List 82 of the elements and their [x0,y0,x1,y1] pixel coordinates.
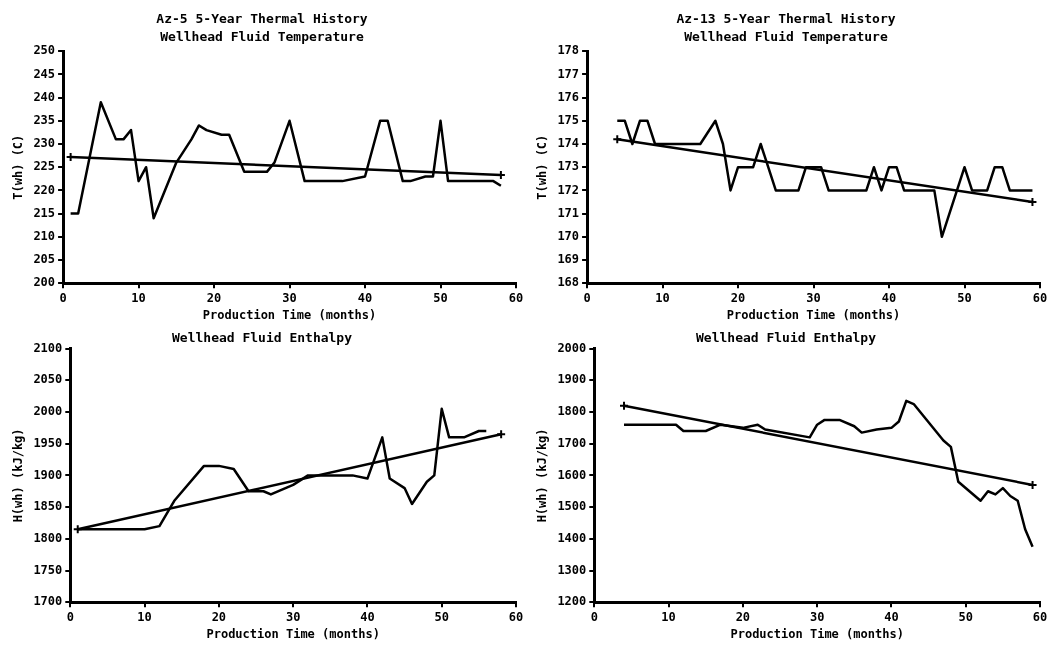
x-tick-label: 60 [508,609,524,624]
y-tick-label: 168 [557,275,580,290]
y-tick-label: 1500 [557,499,587,514]
y-tick-label: 1900 [557,372,587,387]
y-tick-label: 177 [557,66,580,81]
x-tick-label: 10 [661,609,676,624]
y-tick-label: 1700 [33,594,63,609]
y-tick-label: 1600 [557,467,587,482]
chart-title: Wellhead Fluid Enthalpy [171,330,353,346]
y-tick-label: 215 [33,205,56,220]
y-tick-label: 178 [557,43,580,58]
y-tick-label: 2050 [33,372,63,387]
y-tick-label: 1900 [33,467,63,482]
x-tick-label: 0 [583,290,591,305]
chart-title: Az-5 5-Year Thermal History [156,11,368,27]
x-tick-label: 40 [357,290,373,305]
y-tick-label: 220 [33,182,56,197]
y-tick-label: 200 [33,275,56,290]
y-tick-label: 240 [33,89,56,104]
x-tick-label: 0 [59,290,67,305]
y-tick-label: 174 [557,136,580,151]
y-tick-label: 173 [557,159,580,174]
y-tick-label: 169 [557,252,580,267]
x-tick-label: 30 [809,609,825,624]
y-tick-label: 245 [33,66,56,81]
x-tick-label: 30 [806,290,821,305]
y-tick-label: 1750 [33,562,63,577]
x-tick-label: 50 [433,290,448,305]
y-axis-title: T(wh) (C) [11,134,26,200]
y-tick-label: 1700 [557,435,587,450]
x-tick-label: 60 [1032,609,1048,624]
x-tick-label: 40 [360,609,375,624]
chart-title: Az-13 5-Year Thermal History [676,11,896,27]
x-axis-title: Production Time (months) [202,307,377,322]
x-tick-label: 50 [958,609,973,624]
y-tick-label: 1850 [33,499,63,514]
y-tick-label: 170 [557,228,580,243]
y-tick-label: 2000 [557,340,587,355]
y-tick-label: 210 [33,228,56,243]
x-tick-label: 10 [131,290,146,305]
y-tick-label: 1800 [33,530,63,545]
x-tick-label: 30 [282,290,297,305]
y-axis-title: H(wh) (kJ/kg) [11,428,26,523]
chart-subtitle: Wellhead Fluid Temperature [684,28,888,44]
y-tick-label: 176 [557,89,580,104]
y-tick-label: 171 [557,205,580,220]
x-tick-label: 30 [285,609,301,624]
x-tick-label: 20 [730,290,746,305]
y-tick-label: 1800 [557,404,587,419]
y-tick-label: 1400 [557,530,587,545]
y-tick-label: 1950 [33,435,63,450]
x-tick-label: 40 [881,290,897,305]
x-tick-label: 20 [211,609,227,624]
x-tick-label: 60 [508,290,524,305]
y-tick-label: 225 [33,159,56,174]
x-tick-label: 0 [66,609,74,624]
x-tick-label: 40 [884,609,899,624]
x-tick-label: 20 [206,290,222,305]
y-axis-title: T(wh) (C) [535,134,550,200]
y-tick-label: 250 [33,43,56,58]
y-axis-title: H(wh) (kJ/kg) [535,428,550,523]
y-tick-label: 2100 [33,340,63,355]
chart-title: Wellhead Fluid Enthalpy [695,330,877,346]
y-tick-label: 230 [33,136,56,151]
y-tick-label: 205 [33,252,56,267]
x-tick-label: 60 [1032,290,1048,305]
y-tick-label: 1300 [557,562,587,577]
y-tick-label: 172 [557,182,580,197]
y-tick-label: 175 [557,112,580,127]
x-tick-label: 10 [137,609,152,624]
x-tick-label: 20 [735,609,751,624]
x-tick-label: 0 [590,609,598,624]
y-tick-label: 235 [33,112,56,127]
chart-subtitle: Wellhead Fluid Temperature [160,28,364,44]
x-axis-title: Production Time (months) [206,626,380,641]
y-tick-label: 1200 [557,594,587,609]
x-tick-label: 50 [434,609,449,624]
x-tick-label: 50 [957,290,972,305]
x-axis-title: Production Time (months) [730,626,904,641]
x-axis-title: Production Time (months) [726,307,901,322]
x-tick-label: 10 [655,290,670,305]
y-tick-label: 2000 [33,404,63,419]
